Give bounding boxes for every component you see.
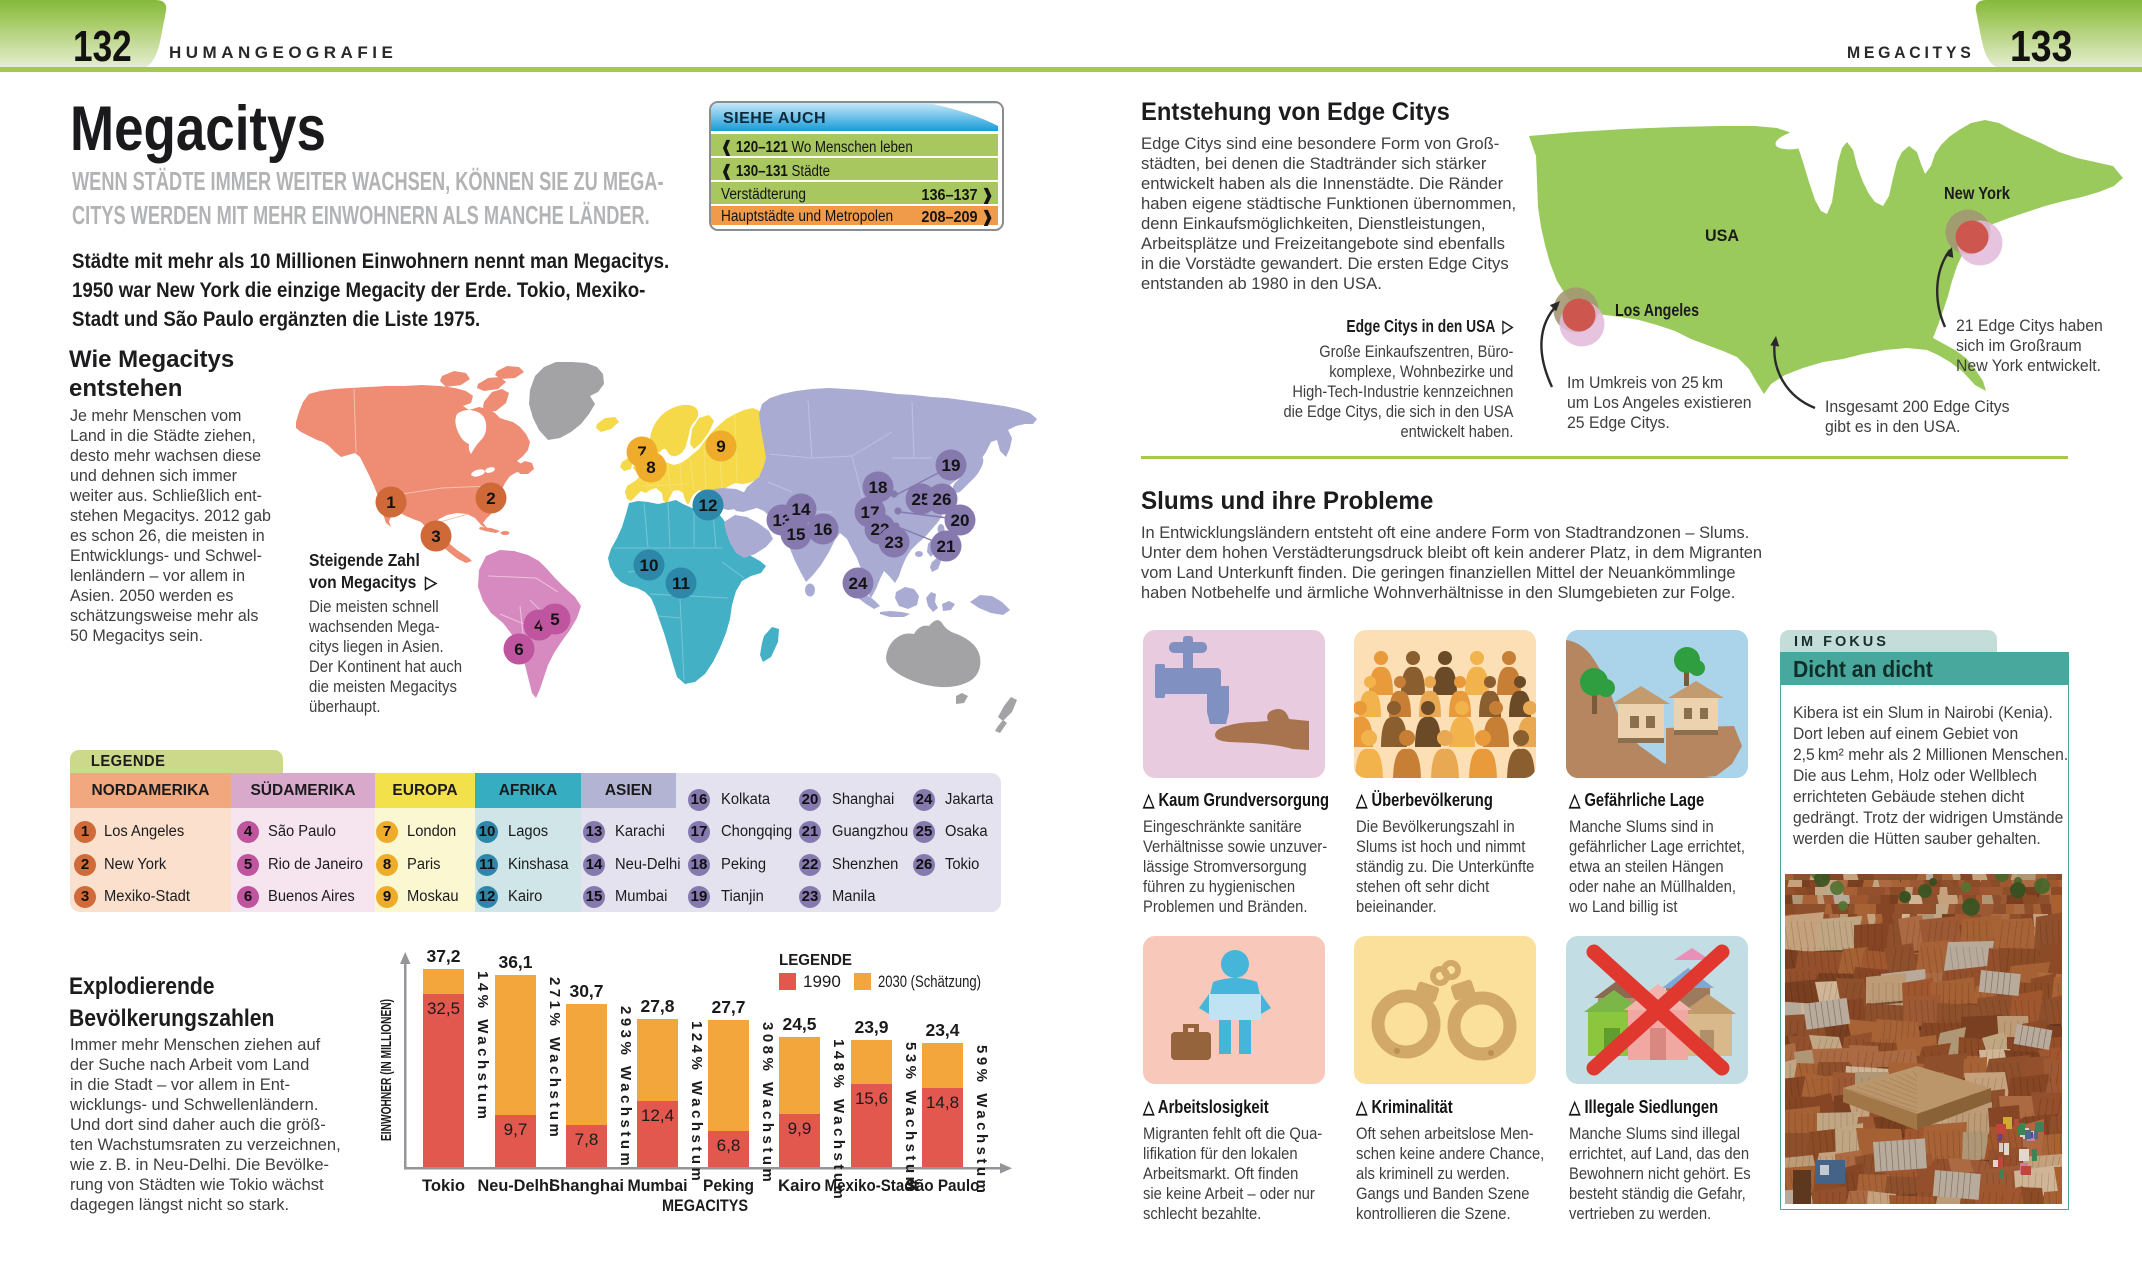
svg-text:Mumbai: Mumbai [628, 1176, 688, 1195]
svg-text:23,9: 23,9 [854, 1017, 888, 1037]
svg-text:124% Wachstum: 124% Wachstum [688, 1021, 705, 1184]
svg-text:Los Angeles: Los Angeles [1615, 300, 1699, 320]
svg-text:18: 18 [869, 478, 888, 497]
svg-text:Kairo: Kairo [778, 1176, 821, 1195]
svg-text:10: 10 [640, 556, 659, 575]
svg-text:308% Wachstum: 308% Wachstum [759, 1022, 776, 1185]
svg-text:Shanghai: Shanghai [549, 1176, 624, 1195]
svg-text:1990: 1990 [803, 972, 841, 991]
svg-text:3: 3 [431, 527, 440, 546]
svg-text:23,4: 23,4 [925, 1020, 959, 1040]
svg-text:12,4: 12,4 [641, 1106, 674, 1125]
svg-text:24: 24 [849, 574, 868, 593]
svg-text:6,8: 6,8 [717, 1136, 741, 1155]
svg-text:14: 14 [792, 500, 811, 519]
svg-text:Peking: Peking [703, 1176, 754, 1195]
svg-text:São Paulo: São Paulo [906, 1176, 980, 1195]
svg-text:Neu-Delhi: Neu-Delhi [478, 1176, 554, 1195]
svg-text:293% Wachstum: 293% Wachstum [617, 1006, 634, 1169]
svg-text:USA: USA [1705, 226, 1739, 245]
svg-text:15,6: 15,6 [855, 1089, 888, 1108]
svg-text:148% Wachstum: 148% Wachstum [830, 1039, 847, 1202]
svg-text:MEGACITYS: MEGACITYS [662, 1197, 748, 1215]
svg-text:27,7: 27,7 [711, 997, 745, 1017]
svg-text:Tokio: Tokio [422, 1176, 465, 1195]
svg-text:30,7: 30,7 [569, 981, 603, 1001]
svg-text:16: 16 [814, 520, 833, 539]
svg-text:27,8: 27,8 [640, 996, 674, 1016]
svg-text:36,1: 36,1 [498, 952, 532, 972]
svg-text:12: 12 [699, 496, 718, 515]
svg-text:Mexiko-Stadt: Mexiko-Stadt [825, 1176, 919, 1195]
svg-text:19: 19 [942, 456, 961, 475]
svg-text:8: 8 [646, 458, 655, 477]
svg-text:1: 1 [386, 493, 395, 512]
svg-text:15: 15 [787, 525, 806, 544]
svg-text:LEGENDE: LEGENDE [779, 952, 852, 969]
svg-text:2: 2 [486, 489, 495, 508]
svg-text:23: 23 [885, 533, 904, 552]
svg-text:7: 7 [637, 443, 646, 462]
svg-text:21: 21 [937, 537, 956, 556]
svg-text:4: 4 [534, 616, 544, 635]
svg-text:32,5: 32,5 [427, 999, 460, 1018]
svg-text:EINWOHNER (IN MILLIONEN): EINWOHNER (IN MILLIONEN) [378, 999, 395, 1141]
svg-text:26: 26 [933, 490, 952, 509]
svg-text:14,8: 14,8 [926, 1093, 959, 1112]
svg-text:20: 20 [951, 511, 970, 530]
svg-text:9: 9 [716, 437, 725, 456]
svg-text:37,2: 37,2 [426, 946, 460, 966]
svg-text:11: 11 [672, 574, 690, 593]
svg-text:9,9: 9,9 [788, 1119, 812, 1138]
svg-text:271% Wachstum: 271% Wachstum [546, 977, 563, 1140]
svg-text:5: 5 [550, 610, 559, 629]
svg-text:9,7: 9,7 [504, 1120, 528, 1139]
svg-text:24,5: 24,5 [782, 1014, 816, 1034]
svg-text:New York: New York [1944, 183, 2010, 203]
svg-text:25: 25 [912, 490, 931, 509]
svg-text:2030 (Schätzung): 2030 (Schätzung) [878, 972, 981, 991]
svg-text:6: 6 [514, 640, 523, 659]
svg-text:53% Wachstum: 53% Wachstum [902, 1042, 919, 1193]
svg-text:7,8: 7,8 [575, 1130, 599, 1149]
svg-text:14% Wachstum: 14% Wachstum [474, 971, 491, 1122]
svg-text:59% Wachstum: 59% Wachstum [973, 1045, 990, 1196]
